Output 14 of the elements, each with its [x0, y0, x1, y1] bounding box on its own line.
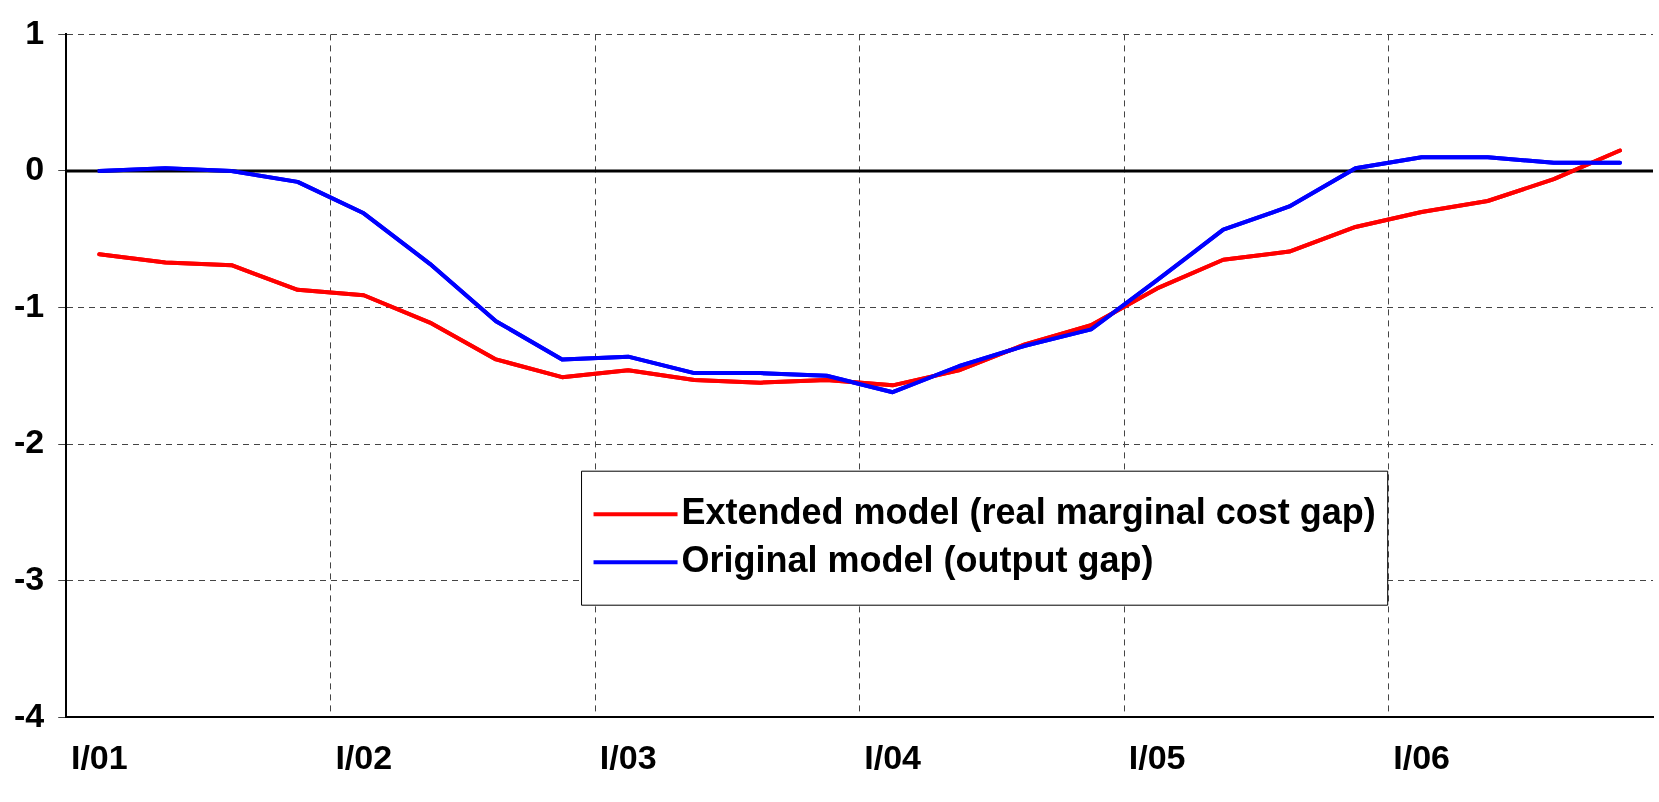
y-tick-label: -3: [14, 559, 45, 598]
y-tick-label: 0: [25, 149, 45, 188]
y-tick-label: -2: [14, 422, 45, 461]
x-tick-label: I/01: [70, 737, 128, 776]
legend-label: Extended model (real marginal cost gap): [681, 491, 1376, 533]
x-tick-label: I/03: [599, 737, 657, 776]
y-tick-label: -4: [14, 695, 45, 734]
legend-label: Original model (output gap): [681, 539, 1154, 581]
y-tick-label: -1: [14, 285, 45, 324]
x-tick-label: I/05: [1128, 737, 1186, 776]
x-tick-label: I/06: [1393, 737, 1450, 776]
y-tick-label: 1: [25, 12, 45, 51]
x-tick-label: I/04: [864, 737, 922, 776]
x-tick-label: I/02: [335, 737, 393, 776]
